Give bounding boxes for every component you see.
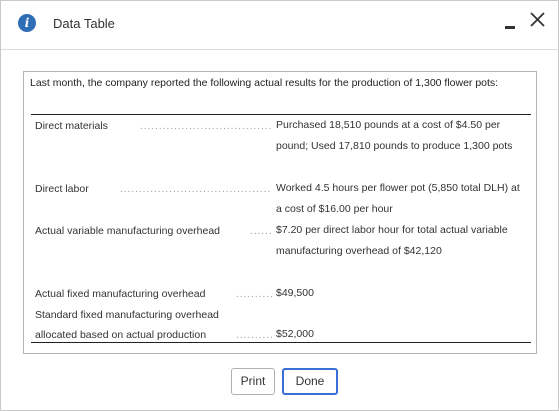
direct-labor-label: Direct labor xyxy=(35,183,89,195)
minimize-icon xyxy=(505,26,515,29)
close-button[interactable] xyxy=(526,9,548,31)
direct-labor-value: Worked 4.5 hours per flower pot (5,850 t… xyxy=(276,182,520,215)
variable-overhead-label: Actual variable manufacturing overhead xyxy=(35,225,221,237)
fixed-overhead-label: Actual fixed manufacturing overhead xyxy=(35,288,206,300)
minimize-button[interactable] xyxy=(505,12,519,32)
leader-dots: ........................................ xyxy=(140,121,272,132)
title-bar: i Data Table xyxy=(1,1,558,50)
variable-overhead-value: $7.20 per direct labor hour for total ac… xyxy=(276,224,508,257)
table-bottom-rule xyxy=(31,342,531,343)
leader-dots: .......... xyxy=(236,289,272,300)
close-icon xyxy=(530,12,545,27)
leader-dots: ........................................… xyxy=(120,184,272,195)
info-icon: i xyxy=(18,14,36,32)
leader-dots: ...... xyxy=(250,226,272,237)
fixed-overhead-value: $49,500 xyxy=(276,287,314,299)
leader-dots: .......... xyxy=(236,330,272,341)
dialog-title: Data Table xyxy=(53,16,115,31)
table-top-rule xyxy=(31,114,531,115)
direct-materials-label: Direct materials xyxy=(35,120,108,132)
allocated-overhead-value: $52,000 xyxy=(276,328,314,340)
intro-text: Last month, the company reported the fol… xyxy=(30,77,499,89)
allocated-overhead-label-line2: allocated based on actual production xyxy=(35,329,207,341)
direct-materials-value: Purchased 18,510 pounds at a cost of $4.… xyxy=(276,119,513,152)
allocated-overhead-label-line1: Standard fixed manufacturing overhead xyxy=(35,309,219,321)
print-button[interactable]: Print xyxy=(231,368,275,395)
done-button[interactable]: Done xyxy=(282,368,338,395)
data-table-content: Last month, the company reported the fol… xyxy=(23,71,537,354)
